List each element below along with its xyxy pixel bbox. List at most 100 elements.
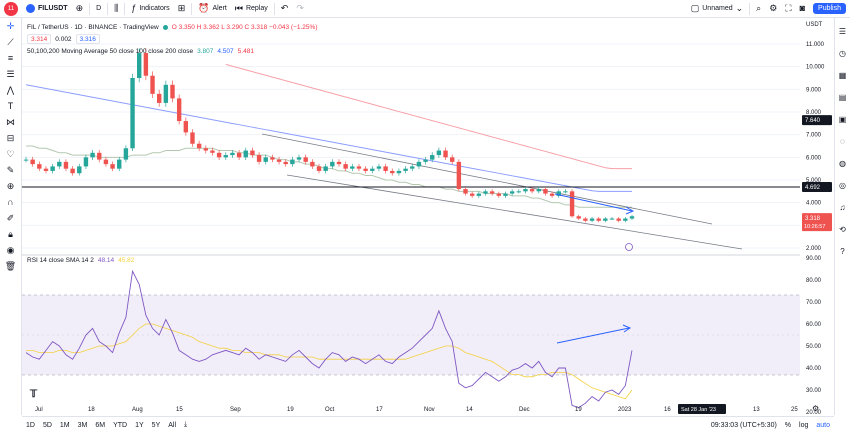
text-tool[interactable]: T — [0, 98, 22, 114]
indicators-button[interactable]: ƒ Indicators — [127, 0, 173, 18]
watchlist-button[interactable]: ☰ — [835, 20, 850, 42]
publish-button[interactable]: Publish — [813, 3, 846, 14]
node-tool[interactable]: ⋈ — [0, 114, 22, 130]
candle-body — [563, 191, 568, 193]
price-tick: 6.000 — [806, 155, 822, 161]
range-ytd[interactable]: YTD — [113, 421, 128, 429]
horizontal-line-tool[interactable]: ≡ — [0, 50, 22, 66]
candle-body — [296, 157, 302, 160]
pine-button[interactable]: ⟲ — [835, 218, 850, 240]
buy-price[interactable]: 3.316 — [75, 34, 100, 44]
user-avatar[interactable]: 11 — [4, 1, 18, 16]
eye-icon: ◉ — [6, 244, 15, 255]
price-arrow-line[interactable] — [554, 193, 633, 212]
list-icon: ☰ — [838, 26, 847, 36]
symbol-search-button[interactable]: FILUSDT — [22, 0, 72, 18]
zoom-tool[interactable]: ⊕ — [0, 178, 22, 194]
candle-body — [503, 193, 508, 196]
axis-settings-icon[interactable]: ⚙ — [812, 404, 819, 413]
help-button[interactable]: ? — [835, 240, 850, 262]
layout-button[interactable]: ▢ Unnamed ⌄ — [687, 0, 747, 18]
brush-icon: ✎ — [6, 164, 15, 175]
candle-body — [583, 218, 588, 221]
favorites-tool[interactable]: ♡ — [0, 146, 22, 162]
rsi-arrow-line[interactable] — [556, 327, 630, 344]
chat-button[interactable]: ◍ — [835, 152, 850, 174]
pattern-tool[interactable]: ⋀ — [0, 82, 22, 98]
range-1y[interactable]: 1Y — [135, 421, 144, 429]
ideas-button[interactable]: ◌ — [835, 130, 850, 152]
redo-icon: ↷ — [296, 3, 304, 13]
price-level-tag: 7.640 — [805, 118, 821, 124]
channel-lower-line[interactable] — [286, 174, 743, 250]
clock-label[interactable]: 09:33:03 (UTC+5:30) — [710, 421, 777, 429]
hide-tool[interactable]: ◉ — [0, 242, 22, 258]
fib-tool[interactable]: ☰ — [0, 66, 22, 82]
auto-toggle[interactable]: auto — [816, 421, 830, 429]
candle-body — [190, 132, 195, 144]
goto-date-icon[interactable]: ⤓ — [184, 421, 188, 428]
settings-button[interactable]: ⚙ — [765, 0, 781, 18]
chart-canvas[interactable]: USDT 11.000 10.000 9.000 8.000 7.000 6.000 5.00… — [22, 18, 834, 416]
snapshot-button[interactable]: ◙ — [796, 0, 809, 18]
ma-indicator-label[interactable]: 50,100,200 Moving Average 50 close 100 c… — [27, 47, 194, 55]
hotlist-button[interactable]: ▤ — [835, 86, 850, 108]
delete-tool[interactable]: 🗑︎ — [0, 258, 22, 274]
fib-icon: ☰ — [6, 68, 15, 79]
measure-tool[interactable]: ⊟ — [0, 130, 22, 146]
percent-toggle[interactable]: % — [784, 421, 792, 429]
range-5y[interactable]: 5Y — [151, 421, 161, 429]
alert-button[interactable]: ⏰ Alert — [194, 0, 231, 18]
lock-tool[interactable]: 🔒︎ — [0, 226, 22, 242]
candle-body — [37, 164, 42, 169]
range-1d[interactable]: 1D — [26, 421, 35, 429]
price-currency[interactable]: USDT — [806, 22, 823, 28]
candle-body — [30, 159, 35, 165]
magnet-tool[interactable]: ∩ — [0, 194, 22, 210]
undo-button[interactable]: ↶ — [277, 0, 293, 18]
candle-body — [469, 193, 475, 196]
calendar-button[interactable]: ▣ — [835, 108, 850, 130]
replay-button[interactable]: ⏮ Replay — [231, 0, 272, 18]
crosshair-tool[interactable]: ✛ — [0, 18, 22, 34]
rsi-axis[interactable]: 90.00 80.00 70.00 60.00 50.00 40.00 30.00 20.00 — [806, 256, 822, 416]
clock-icon: ◷ — [839, 48, 846, 58]
channel-upper-line[interactable] — [261, 133, 713, 225]
templates-button[interactable]: ⊞ — [174, 0, 190, 18]
price-level-tag-bg — [802, 181, 832, 192]
price-axis[interactable]: USDT 11.000 10.000 9.000 8.000 7.000 6.000 5.00… — [800, 18, 834, 416]
trendline-tool[interactable]: ⟋ — [0, 34, 22, 50]
lock-icon: 🔒︎ — [8, 228, 13, 239]
compare-button[interactable]: ⊕ — [72, 0, 88, 18]
interval-button[interactable]: D — [92, 0, 105, 18]
range-6m[interactable]: 6M — [95, 421, 106, 429]
alerts-panel-button[interactable]: ◷ — [835, 42, 850, 64]
tradingview-logo[interactable]: 𝕋 — [29, 389, 38, 400]
rsi-indicator-label[interactable]: RSI 14 close SMA 14 2 — [27, 257, 94, 264]
event-marker-icon[interactable] — [625, 243, 633, 251]
range-3m[interactable]: 3M — [77, 421, 88, 429]
log-toggle[interactable]: log — [799, 421, 809, 429]
spread-value: 0.002 — [55, 35, 72, 43]
candle-body — [196, 143, 202, 149]
time-axis[interactable]: Jul 18 Aug 15 Sep 19 Oct 17 Nov 14 Dec 19 2023 16 13 25… — [35, 404, 819, 414]
range-all[interactable]: All — [168, 421, 177, 429]
stay-drawing-tool[interactable]: ✐ — [0, 210, 22, 226]
brush-tool[interactable]: ✎ — [0, 162, 22, 178]
streams-button[interactable]: ◎ — [835, 174, 850, 196]
notifications-button[interactable]: ♫ — [835, 196, 850, 218]
time-tick: 19 — [575, 407, 582, 413]
candle-body — [143, 53, 149, 76]
sell-price[interactable]: 3.314 — [27, 34, 52, 44]
pattern-icon: ⋀ — [6, 84, 15, 95]
fullscreen-button[interactable]: ⛶ — [781, 0, 795, 18]
candle-body — [629, 216, 635, 219]
datawindow-button[interactable]: ▦ — [835, 64, 850, 86]
redo-button[interactable]: ↷ — [292, 0, 308, 18]
search-button[interactable]: ⌕ — [752, 0, 765, 18]
range-1m[interactable]: 1M — [59, 421, 70, 429]
rsi-band — [22, 295, 800, 375]
range-5d[interactable]: 5D — [42, 421, 52, 429]
candle-body — [549, 193, 555, 196]
chart-type-button[interactable]: ⫼ — [110, 0, 122, 18]
